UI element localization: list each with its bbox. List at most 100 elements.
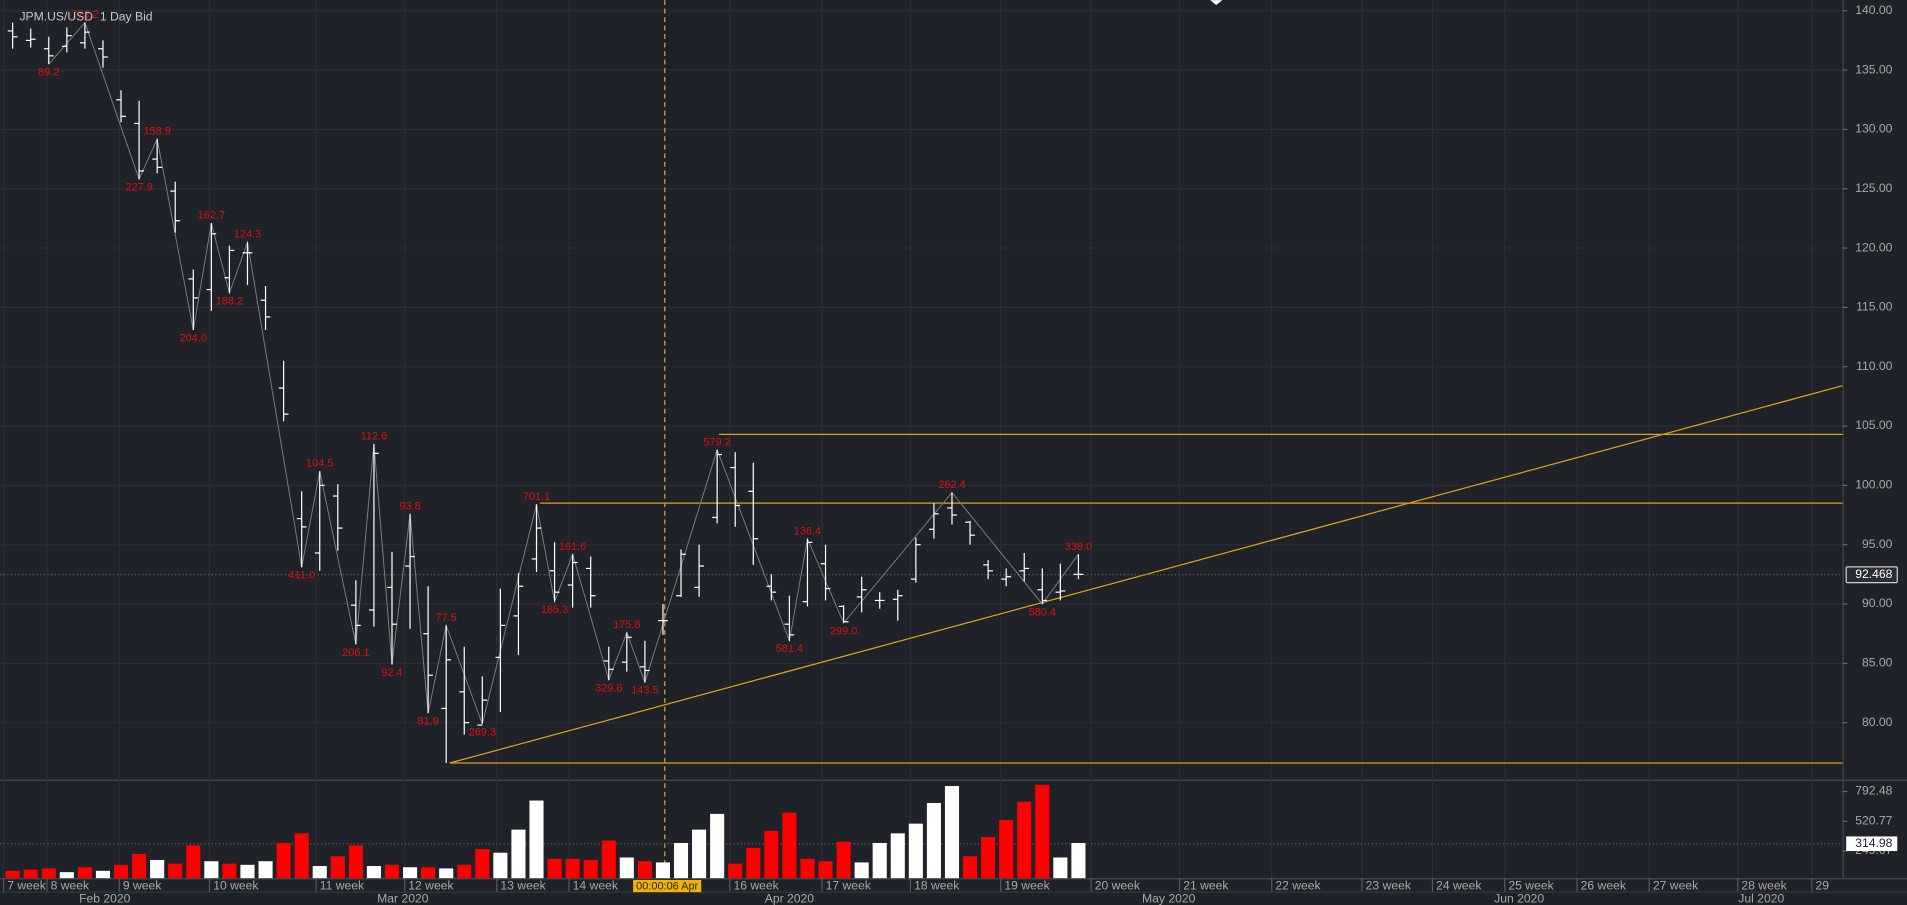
x-tick-label: 29 xyxy=(1815,878,1829,892)
grid xyxy=(0,0,1843,879)
y-tick-label: 130.00 xyxy=(1855,122,1892,136)
volume-bar xyxy=(258,861,273,879)
volume-bar xyxy=(77,867,92,879)
volume-bar xyxy=(150,860,165,879)
swing-label: 89.2 xyxy=(38,67,59,79)
volume-bar xyxy=(908,823,923,879)
last-price-label: 92.468 xyxy=(1855,567,1892,581)
volume-bar xyxy=(186,845,201,879)
x-tick-label: 19 week xyxy=(1004,878,1050,892)
volume-bar xyxy=(710,813,725,879)
x-tick-label: 28 week xyxy=(1741,878,1787,892)
x-tick-label: 18 week xyxy=(914,878,960,892)
volume-bar xyxy=(330,856,345,879)
y-tick-label: 80.00 xyxy=(1862,715,1893,729)
volume-bar xyxy=(312,866,327,879)
swing-label: 77.5 xyxy=(436,612,457,624)
x-tick-label: 23 week xyxy=(1366,878,1412,892)
swing-label: 136.4 xyxy=(794,525,821,537)
x-tick-label: 7 week xyxy=(7,878,46,892)
volume-tick-label: 792.48 xyxy=(1855,784,1892,798)
swing-label: 773.2 xyxy=(71,9,98,21)
cursor-label-box xyxy=(633,879,702,893)
volume-bar xyxy=(1035,784,1050,879)
last-price-box xyxy=(1845,566,1898,584)
volume-bar xyxy=(782,812,797,879)
zigzag-line xyxy=(48,21,1079,726)
volume-bar xyxy=(890,833,905,879)
volume-bar xyxy=(113,864,129,879)
month-label: Mar 2020 xyxy=(377,892,429,905)
month-label: May 2020 xyxy=(1142,892,1196,905)
volume-bar xyxy=(529,800,544,879)
x-tick-label: 22 week xyxy=(1275,878,1321,892)
swing-label: 188.2 xyxy=(216,296,243,308)
y-tick-label: 110.00 xyxy=(1856,359,1893,373)
volume-bar xyxy=(276,842,291,879)
swing-label: 581.4 xyxy=(776,643,803,655)
swing-label: 338.0 xyxy=(1065,541,1092,553)
swing-label: 104.5 xyxy=(306,458,333,470)
volume-bar xyxy=(872,842,887,879)
y-tick-label: 125.00 xyxy=(1855,181,1892,195)
y-tick-label: 135.00 xyxy=(1855,62,1892,76)
volume-bar xyxy=(673,842,689,879)
volume-bar xyxy=(728,863,743,879)
swing-label: 204.0 xyxy=(180,332,207,344)
x-tick-label: 10 week xyxy=(213,878,259,892)
volume-bar xyxy=(23,869,38,879)
volume-bar xyxy=(511,829,526,879)
volume-bar xyxy=(981,836,996,879)
x-tick-label: 12 week xyxy=(408,878,454,892)
swing-label: 175.8 xyxy=(613,619,640,631)
y-tick-label: 105.00 xyxy=(1855,418,1892,432)
swing-label: 701.1 xyxy=(523,491,550,503)
swing-label: 93.8 xyxy=(399,500,420,512)
swing-label: 262.4 xyxy=(938,479,965,491)
x-tick-label: 26 week xyxy=(1581,878,1627,892)
volume-bar xyxy=(240,864,255,879)
y-tick-label: 95.00 xyxy=(1862,537,1893,551)
swing-label: 162.7 xyxy=(198,210,225,222)
volume-bar xyxy=(836,841,851,879)
volume-bar xyxy=(764,830,779,879)
swing-label: 579.2 xyxy=(703,436,730,448)
volume-bar xyxy=(565,858,580,879)
volume-bar xyxy=(384,864,400,879)
axes: 80.00 85.00 90.00 95.00 100.00 105.00 110.00 11… xyxy=(3,3,1898,905)
swing-label: 161.6 xyxy=(559,541,586,553)
volume-bar xyxy=(746,847,761,879)
volume-bar xyxy=(41,868,56,879)
x-tick-label: 27 week xyxy=(1653,878,1699,892)
y-tick-label: 120.00 xyxy=(1855,240,1892,254)
swing-label: 227.9 xyxy=(125,182,152,194)
volume-bar xyxy=(619,857,634,879)
volume-bar xyxy=(222,863,237,879)
last-volume-label: 314.98 xyxy=(1855,836,1892,850)
volume-bar xyxy=(655,862,670,879)
last-volume-box xyxy=(1846,836,1898,852)
swing-label: 81.9 xyxy=(417,716,438,728)
swing-label: 299.0 xyxy=(830,625,857,637)
swing-label: 158.9 xyxy=(143,125,170,137)
volume-bar xyxy=(800,858,815,879)
x-tick-label: 11 week xyxy=(320,878,365,892)
month-label: Feb 2020 xyxy=(79,892,131,905)
x-tick-label: 21 week xyxy=(1183,878,1229,892)
y-tick-label: 115.00 xyxy=(1856,300,1893,314)
x-tick-label: 17 week xyxy=(826,878,872,892)
volume-bar xyxy=(95,870,111,879)
volume-bar xyxy=(999,820,1014,879)
swing-label: 185.3 xyxy=(541,604,568,616)
scroll-marker xyxy=(1210,0,1223,5)
swing-label: 143.5 xyxy=(631,685,658,697)
swing-label: 580.4 xyxy=(1029,606,1056,618)
volume-bar xyxy=(59,872,74,879)
volume-bar xyxy=(637,861,652,879)
x-tick-label: 8 week xyxy=(51,878,90,892)
volume-bar xyxy=(403,867,418,879)
x-tick-label: 13 week xyxy=(500,878,546,892)
volume-bar xyxy=(1017,801,1032,879)
